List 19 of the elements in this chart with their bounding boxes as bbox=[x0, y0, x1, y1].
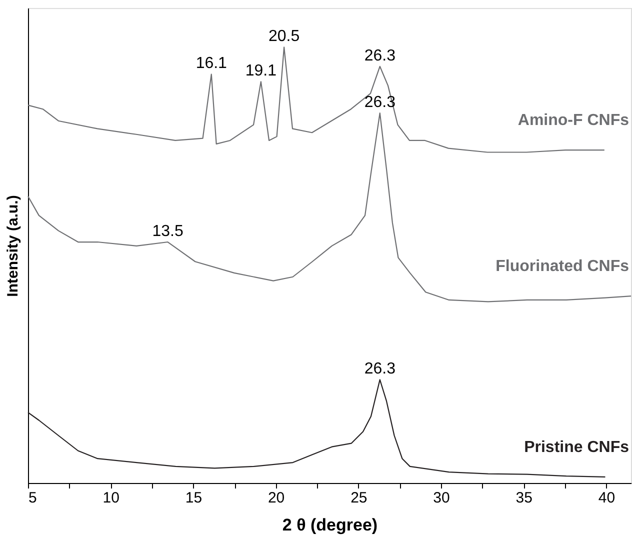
series-label: Fluorinated CNFs bbox=[496, 258, 630, 276]
x-tick-label: 15 bbox=[185, 490, 202, 506]
x-axis-title: 2 θ (degree) bbox=[282, 516, 378, 534]
annotation: 26.3 bbox=[364, 47, 396, 64]
x-tick-label: 5 bbox=[28, 490, 37, 506]
annotation: 20.5 bbox=[268, 28, 300, 46]
y-axis-title: Intensity (a.u.) bbox=[4, 195, 22, 297]
x-tick-label: 40 bbox=[598, 490, 616, 506]
x-tick-label: 20 bbox=[268, 490, 285, 506]
annotation: 26.3 bbox=[364, 360, 396, 378]
x-tick-label: 30 bbox=[433, 490, 450, 506]
annotation: 13.5 bbox=[152, 223, 184, 240]
series-label: Amino-F CNFs bbox=[518, 112, 630, 130]
x-tick-label: 25 bbox=[350, 490, 368, 506]
x-tick-label: 35 bbox=[516, 490, 532, 506]
annotation: 16.1 bbox=[196, 55, 228, 72]
x-tick-label: 10 bbox=[102, 490, 120, 506]
annotation: 19.1 bbox=[245, 62, 277, 80]
series-label: Pristine CNFs bbox=[524, 438, 630, 456]
